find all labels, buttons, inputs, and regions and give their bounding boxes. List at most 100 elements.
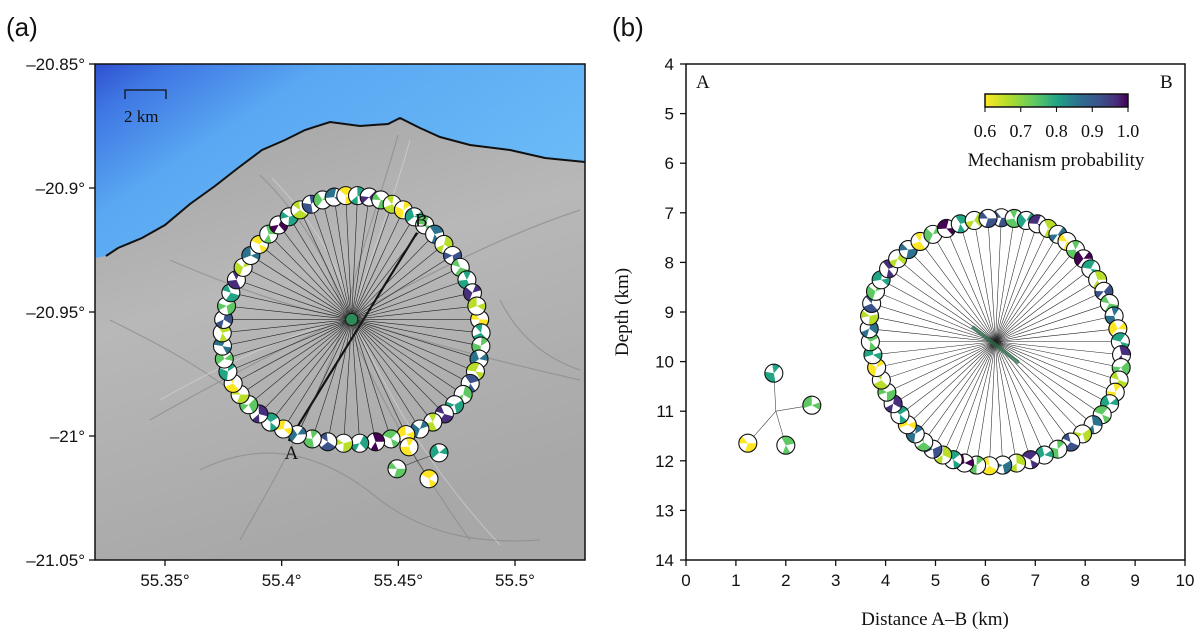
section-leader-line: [995, 341, 1110, 405]
map-leader-line: [351, 319, 464, 395]
section-leader-line: [995, 217, 1002, 342]
map-x-tick-label: 55.4°: [262, 571, 302, 590]
map-beachball: [429, 443, 449, 463]
map-leader-line: [351, 197, 370, 320]
coastline: [105, 116, 585, 257]
map-y-tick-label: –20.85°: [26, 55, 85, 74]
profile-end-label: B: [415, 211, 428, 232]
map-beachball: [434, 234, 454, 254]
map-leader-line: [351, 319, 476, 372]
colorbar-ticks: 0.6 0.7 0.8 0.9 1.0: [974, 107, 1139, 141]
panel-b-label: (b): [612, 12, 644, 42]
section-leader-line: [932, 234, 996, 342]
section-leader-line: [995, 341, 1059, 450]
section-frame: [685, 63, 1186, 561]
map-leader-line: [239, 319, 352, 395]
section-leader-line: [995, 258, 1084, 342]
scale-bar: [124, 89, 167, 99]
map-leader-line: [351, 319, 376, 442]
section-x-tick-label: 0: [681, 571, 690, 590]
section-beachball: [978, 208, 998, 228]
section-leader-line: [995, 268, 1091, 342]
section-leader-line: [989, 341, 996, 466]
section-y-tick-label: 8: [665, 253, 674, 272]
section-leader-line: [995, 328, 1118, 343]
section-x-tick-label: 4: [881, 571, 890, 590]
section-leader-line: [960, 223, 996, 342]
colorbar-title: Mechanism probability: [968, 150, 1145, 171]
map-leader-line: [351, 216, 415, 320]
map-leader-line: [351, 244, 445, 320]
section-leader-line: [886, 341, 996, 393]
map-leader-line: [242, 267, 352, 320]
section-leader-line: [869, 315, 996, 343]
section-leader-line: [995, 223, 1038, 342]
section-leader-line: [995, 341, 1071, 443]
section-x-tick-label: 8: [1080, 571, 1089, 590]
map-beachball: [366, 432, 386, 452]
section-leader-line: [871, 303, 996, 343]
map-x-tick-label: 55.45°: [374, 571, 423, 590]
section-y-tick-label: 4: [665, 55, 674, 74]
section-y-tick-label: 13: [655, 501, 674, 520]
map-leader-line: [322, 199, 352, 320]
map-y-tick-label: –20.9°: [36, 179, 85, 198]
map-leader-line: [230, 292, 352, 320]
map-leader-line: [268, 233, 352, 320]
section-leader-line: [995, 341, 1004, 466]
map-leader-line: [351, 319, 360, 444]
map-y-tick-label: –21°: [50, 427, 85, 446]
map-leader-line: [351, 224, 425, 320]
map-leader-line: [283, 319, 352, 430]
map-beachball: [467, 296, 487, 316]
map-leader-line: [327, 319, 352, 442]
map-leader-line: [351, 319, 455, 405]
map-leader-line: [351, 319, 407, 435]
section-leader-line: [872, 341, 996, 355]
scale-bar-label: 2 km: [124, 107, 158, 126]
map-leader-line: [351, 292, 473, 320]
section-y-tick-label: 7: [665, 204, 674, 223]
section-leader-line: [876, 341, 996, 368]
section-y-tick-label: 11: [656, 402, 674, 421]
section-x-tick-label: 6: [981, 571, 990, 590]
section-leader-line: [976, 341, 996, 466]
section-beachball: [764, 363, 784, 383]
map-beachball: [273, 419, 293, 439]
map-marks: [212, 186, 491, 489]
map-leader-line: [226, 305, 352, 320]
section-y-tick-label: 5: [665, 105, 674, 124]
section-x-tick-label: 7: [1031, 571, 1040, 590]
map-beachball: [381, 429, 401, 449]
map-beachball: [241, 245, 261, 266]
section-leader-line: [995, 241, 1068, 342]
section-y-tick-label: 14: [655, 551, 674, 570]
map-leader-line: [351, 199, 382, 320]
x-axis-title: Distance A–B (km): [861, 609, 1009, 630]
map-beachball: [399, 437, 419, 457]
section-leader-line: [995, 303, 1110, 343]
section-leader-line: [952, 341, 996, 460]
map-beachball: [387, 459, 407, 479]
section-leader-line: [995, 341, 1122, 355]
colorbar-tick-label: 0.9: [1081, 121, 1104, 141]
map-beachball: [318, 432, 338, 452]
map-leader-line: [299, 209, 352, 320]
map-x-tick-label: 55.5°: [495, 571, 535, 590]
map-leader-line: [222, 319, 352, 334]
section-leader-line: [897, 258, 996, 342]
section-x-tick-label: 3: [831, 571, 840, 590]
panel-a-label: (a): [6, 12, 38, 42]
map-leader-line: [224, 319, 352, 360]
y-axis-title: Depth (km): [612, 268, 633, 356]
map-axes: 55.35° 55.4° 55.45° 55.5° –20.85° –20.9° –20.9…: [26, 55, 535, 590]
section-leader-line: [995, 228, 1049, 342]
map-epicenter-cluster: [345, 313, 359, 326]
section-leader-line: [908, 249, 996, 342]
map-leader-line: [278, 224, 352, 320]
map-leader-line: [351, 319, 481, 347]
section-leader-line: [881, 341, 996, 381]
section-leader-line: [995, 315, 1115, 343]
colorbar-tick-label: 0.8: [1045, 121, 1068, 141]
